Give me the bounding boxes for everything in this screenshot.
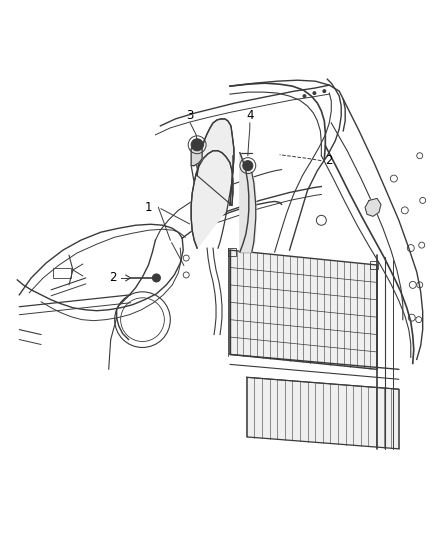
Circle shape (152, 274, 160, 282)
Circle shape (191, 139, 203, 151)
Circle shape (312, 91, 316, 95)
Text: 2: 2 (109, 271, 117, 285)
Polygon shape (365, 198, 381, 216)
Text: 4: 4 (246, 109, 254, 123)
Polygon shape (240, 153, 256, 252)
Bar (370, 261, 378, 269)
Bar (228, 248, 236, 256)
Polygon shape (230, 250, 377, 369)
Text: 1: 1 (145, 201, 152, 214)
Bar (53, 268, 71, 278)
Polygon shape (247, 377, 399, 449)
Circle shape (303, 94, 307, 98)
Text: 3: 3 (187, 109, 194, 123)
Polygon shape (191, 119, 234, 248)
Polygon shape (191, 145, 202, 166)
Text: 2: 2 (325, 154, 333, 167)
Circle shape (322, 89, 326, 93)
Circle shape (243, 160, 253, 171)
